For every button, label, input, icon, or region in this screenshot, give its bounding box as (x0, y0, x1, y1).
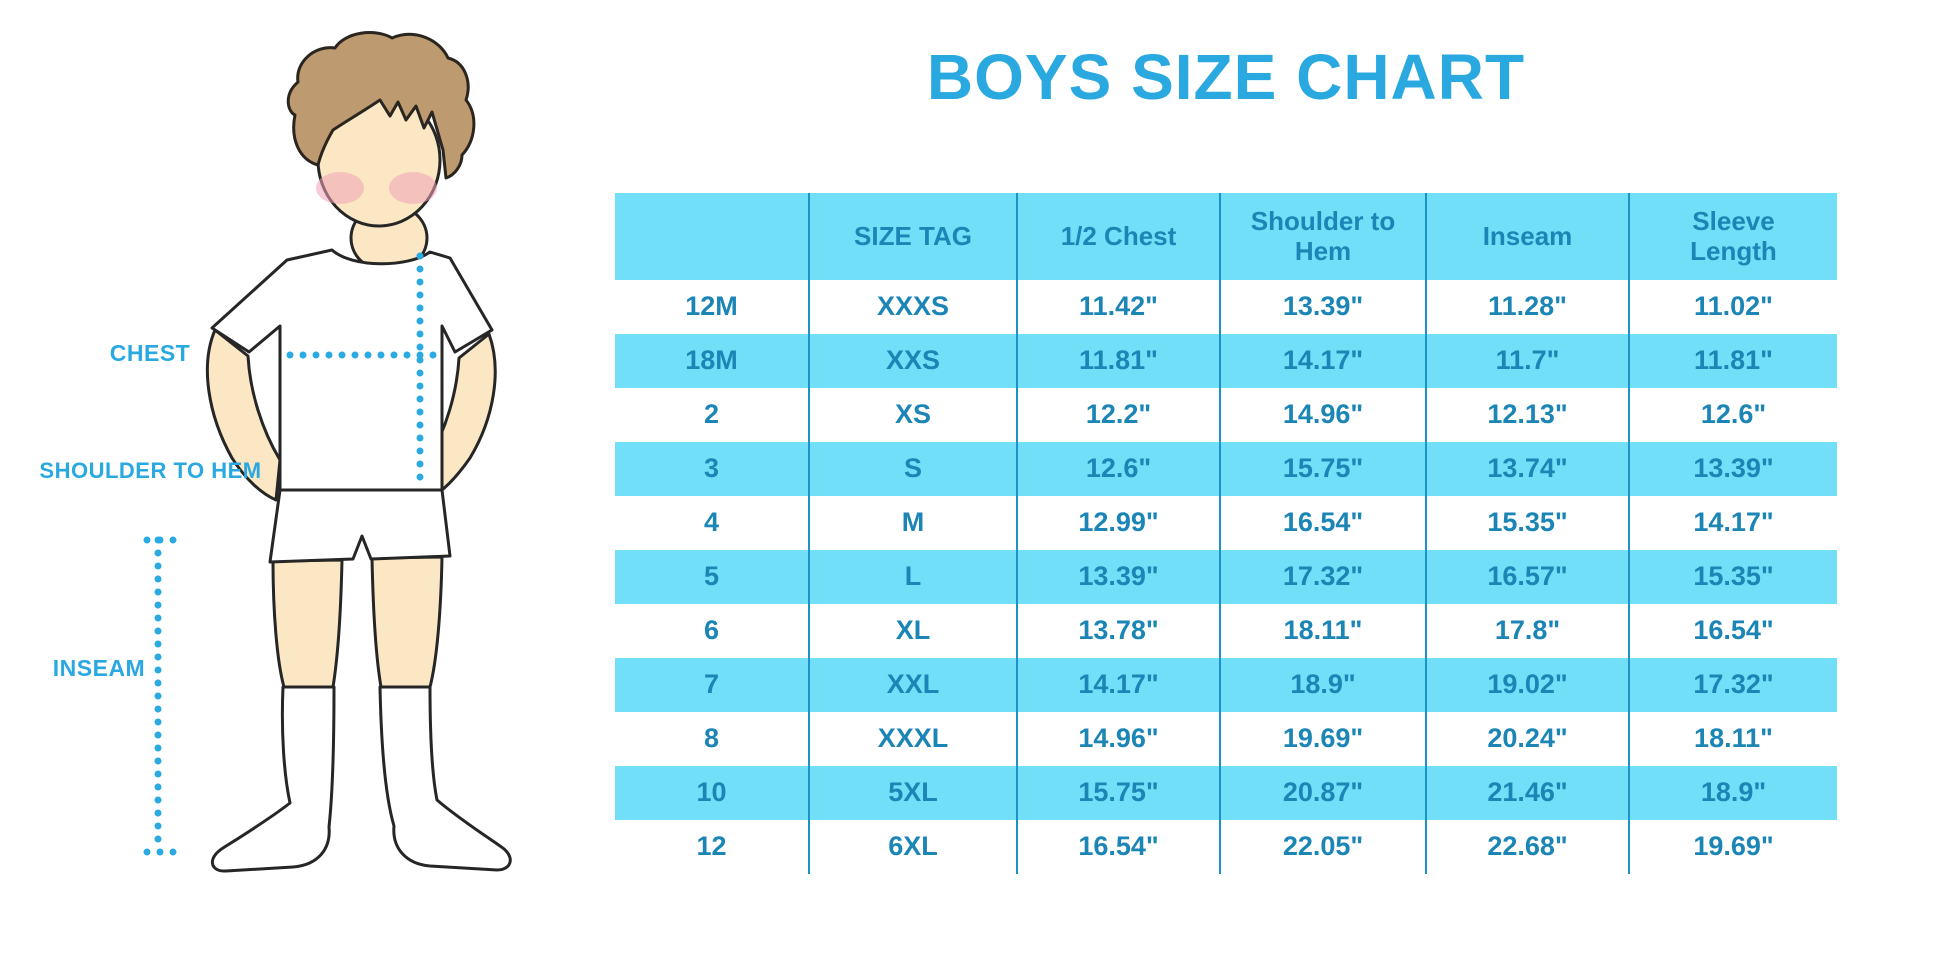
size-value-cell: 13.74" (1427, 442, 1630, 496)
size-value-cell: M (810, 496, 1018, 550)
size-value-cell: 13.39" (1221, 280, 1427, 334)
size-value-cell: 18.9" (1630, 766, 1837, 820)
size-row-label: 7 (615, 658, 810, 712)
size-value-cell: 18.9" (1221, 658, 1427, 712)
boy-right-leg (370, 555, 444, 689)
size-value-cell: XXL (810, 658, 1018, 712)
size-value-cell: 13.78" (1018, 604, 1221, 658)
size-row-label: 8 (615, 712, 810, 766)
size-value-cell: 16.54" (1693, 615, 1774, 646)
header-cell-1: SIZE TAG (810, 193, 1018, 280)
size-row-label: 18M (615, 334, 810, 388)
header-cell-5: Sleeve Length (1630, 193, 1837, 280)
size-value-cell: 17.32" (1221, 550, 1427, 604)
chest-label: CHEST (109, 340, 191, 366)
size-value-cell: 14.17" (1018, 658, 1221, 712)
size-value-cell: 19.69" (1693, 831, 1774, 862)
boy-right-arm (426, 332, 497, 500)
boy-right-sock (378, 685, 512, 872)
size-value-cell: 14.17" (1693, 507, 1774, 538)
size-value-cell: 18.11" (1694, 723, 1773, 754)
header-cell-0 (615, 193, 810, 280)
size-value-cell: XXXL (810, 712, 1018, 766)
size-value-cell: 15.75" (1018, 766, 1221, 820)
size-value-cell: 22.68" (1427, 820, 1630, 874)
size-value-cell: 16.57" (1427, 550, 1630, 604)
size-value-cell: XS (810, 388, 1018, 442)
size-value-cell: 5XL (810, 766, 1018, 820)
size-value-cell: 12.99" (1018, 496, 1221, 550)
size-row-label: 5 (615, 550, 810, 604)
size-value-cell: XXXS (810, 280, 1018, 334)
size-value-cell: 14.17" (1221, 334, 1427, 388)
boy-hair (286, 31, 476, 180)
size-value-cell: 15.75" (1221, 442, 1427, 496)
boy-left-arm (205, 328, 282, 502)
size-value-cell: 22.05" (1221, 820, 1427, 874)
size-value-cell: 14.96" (1018, 712, 1221, 766)
size-value-cell: 12.2" (1018, 388, 1221, 442)
size-value-cell: 15.35" (1427, 496, 1630, 550)
header-cell-2: 1/2 Chest (1018, 193, 1221, 280)
size-value-cell: XL (810, 604, 1018, 658)
size-value-cell: 19.69" (1221, 712, 1427, 766)
header-cell-3: Shoulder to Hem (1221, 193, 1427, 280)
size-value-cell: 17.32" (1630, 658, 1837, 712)
size-row-label: 2 (615, 388, 810, 442)
size-value-cell: 11.7" (1427, 334, 1630, 388)
size-value-cell: S (810, 442, 1018, 496)
size-value-cell: 16.54" (1018, 820, 1221, 874)
size-value-cell: 16.54" (1221, 496, 1427, 550)
size-value-cell: 12.13" (1427, 388, 1630, 442)
boy-shorts (268, 488, 452, 564)
boy-left-leg (271, 558, 344, 689)
size-value-cell: L (810, 550, 1018, 604)
size-value-cell: 15.35" (1630, 550, 1837, 604)
size-value-cell: 12.6" (1700, 399, 1767, 430)
boy-left-cheek (316, 172, 364, 204)
size-value-cell: 11.42" (1018, 280, 1221, 334)
size-value-cell: 20.87" (1221, 766, 1427, 820)
size-value-cell: 11.81" (1018, 334, 1221, 388)
size-table: SIZE TAG 1/2 Chest Shoulder to Hem Inseam Sl… (615, 193, 1837, 874)
size-value-cell: 11.02" (1694, 291, 1773, 322)
size-row-label: 10 (615, 766, 810, 820)
header-cell-4: Inseam (1427, 193, 1630, 280)
size-value-cell: 13.39" (1630, 442, 1837, 496)
size-value-cell: 17.8" (1427, 604, 1630, 658)
size-row-label: 3 (615, 442, 810, 496)
size-row-label: 12 (615, 820, 810, 874)
shoulder-to-hem-label: SHOULDER TO HEM (39, 458, 262, 483)
page-title: BOYS SIZE CHART (926, 41, 1526, 113)
size-value-cell: 13.39" (1018, 550, 1221, 604)
inseam-label: INSEAM (52, 655, 146, 681)
size-value-cell: 21.46" (1427, 766, 1630, 820)
size-value-cell: 11.81" (1630, 334, 1837, 388)
boy-measurement-illustration (143, 31, 512, 873)
size-value-cell: 19.02" (1427, 658, 1630, 712)
size-row-label: 12M (615, 280, 810, 334)
size-value-cell: 14.96" (1221, 388, 1427, 442)
boy-right-cheek (389, 172, 437, 204)
size-value-cell: XXS (810, 334, 1018, 388)
size-value-cell: 12.6" (1018, 442, 1221, 496)
size-value-cell: 11.28" (1427, 280, 1630, 334)
size-value-cell: 20.24" (1427, 712, 1630, 766)
size-value-cell: 18.11" (1221, 604, 1427, 658)
size-value-cell: 6XL (810, 820, 1018, 874)
size-row-label: 4 (615, 496, 810, 550)
size-row-label: 6 (615, 604, 810, 658)
boy-left-sock (211, 685, 336, 873)
